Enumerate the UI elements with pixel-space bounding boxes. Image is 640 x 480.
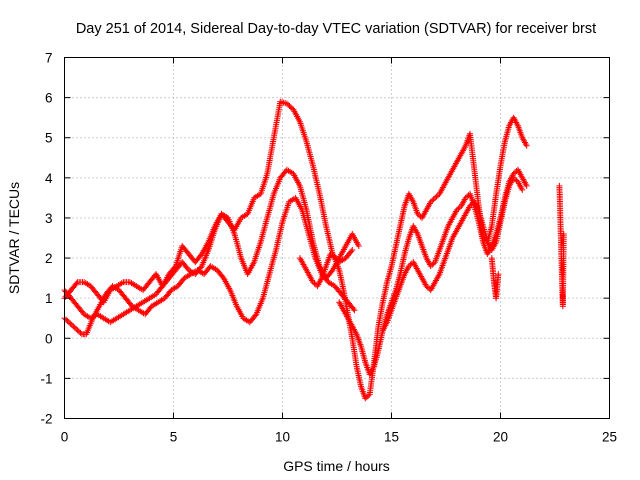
y-axis-label: SDTVAR / TECUs [6,182,22,294]
series-track-e [336,166,530,378]
plot-frame [64,57,610,419]
series-track-f [379,174,526,334]
x-axis-label: GPS time / hours [283,458,390,474]
series-trace [63,195,357,338]
x-tick-label: 5 [170,430,178,445]
y-tick-label: 2 [45,251,53,266]
series-trace [556,184,567,308]
y-tick-label: 4 [45,171,53,186]
data-series [61,98,567,402]
x-tick-label: 0 [61,430,69,445]
y-tick-label: 6 [45,91,53,106]
series-track-d [296,114,530,402]
y-tick-label: -1 [40,371,52,386]
series-track-g [488,255,502,302]
data-point [432,194,439,201]
x-tick-label: 10 [275,430,290,445]
x-tick-label: 15 [384,430,399,445]
y-tick-label: 1 [45,291,53,306]
series-trace [62,99,355,304]
series-trace [488,256,502,300]
y-tick-label: 7 [45,51,53,66]
x-tick-label: 20 [493,430,508,445]
series-trace [380,176,525,332]
series-track-h [556,182,567,310]
series-track-c [61,194,358,338]
y-tick-label: 0 [45,331,53,346]
y-tick-label: 3 [45,211,53,226]
chart-title: Day 251 of 2014, Sidereal Day-to-day VTE… [76,21,596,37]
x-tick-label: 25 [602,430,617,445]
grid-lines [64,57,610,419]
y-tick-label: -2 [40,412,52,427]
y-tick-label: 5 [45,131,53,146]
axes: 0 5 10 15 20 25 -2 -1 0 1 2 3 4 5 6 7 [40,51,617,445]
